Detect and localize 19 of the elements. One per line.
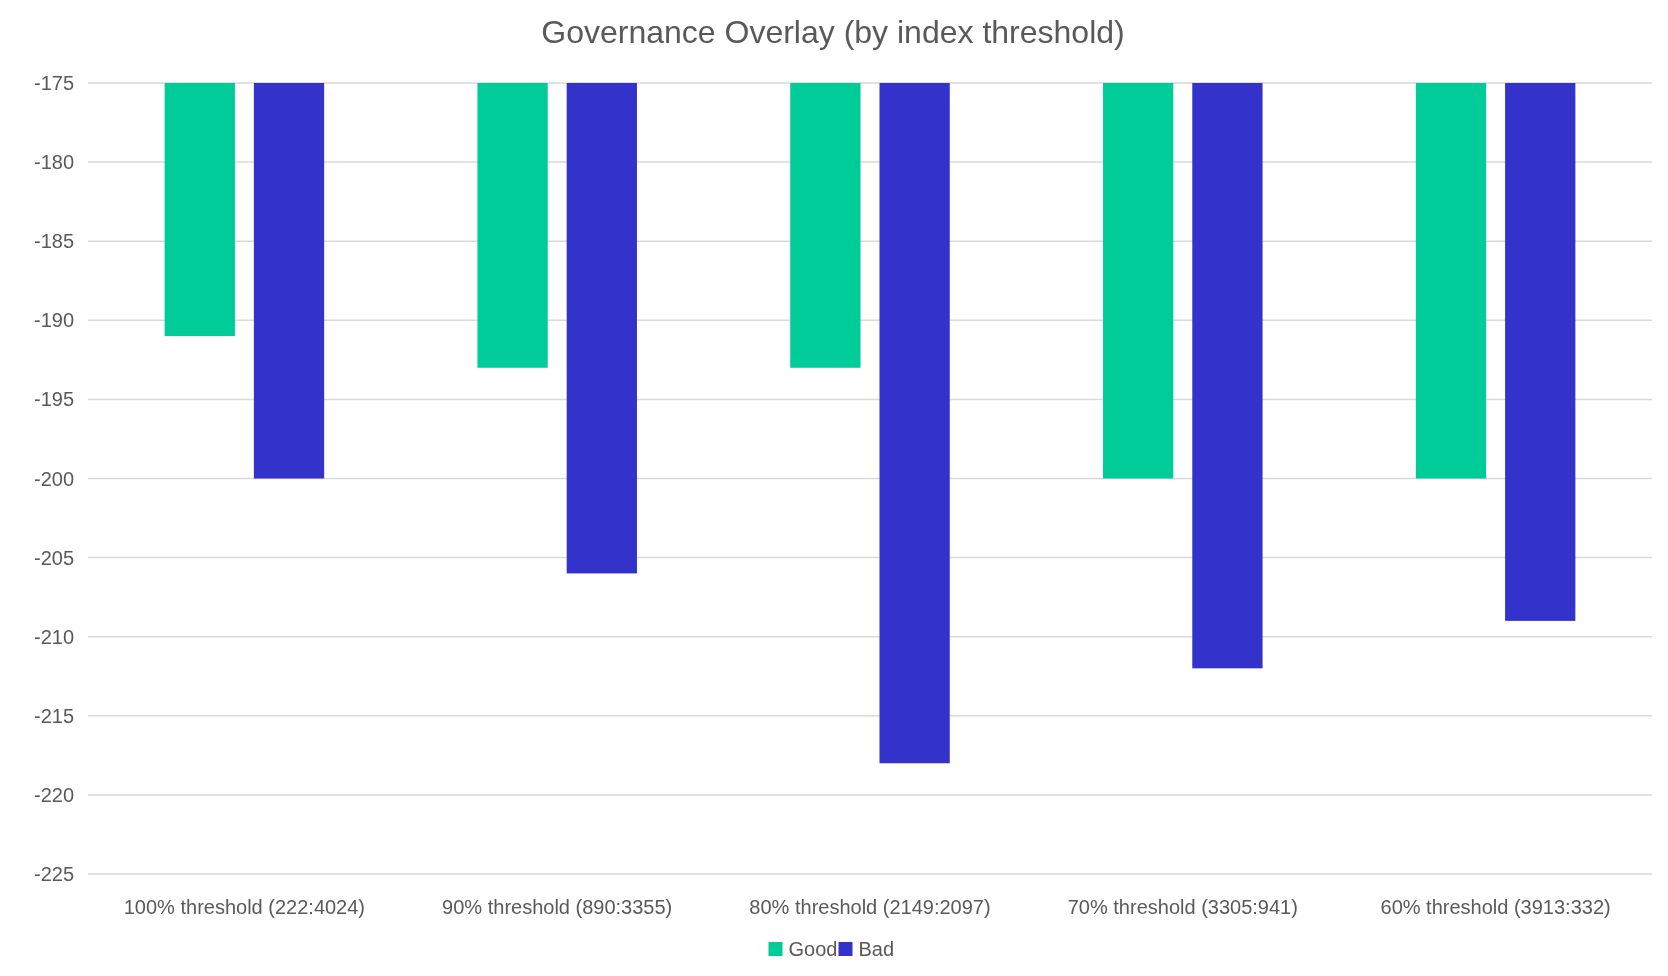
y-tick-label: -195 (33, 388, 74, 411)
y-tick-label: -180 (33, 151, 74, 174)
chart-title: Governance Overlay (by index threshold) (541, 14, 1125, 50)
y-tick-label: -215 (33, 704, 74, 727)
x-tick-label: 80% threshold (2149:2097) (749, 896, 991, 918)
y-tick-label: -205 (33, 546, 74, 569)
y-tick-label: -190 (33, 309, 74, 332)
legend-label: Good (788, 938, 838, 960)
x-tick-label: 90% threshold (890:3355) (442, 896, 673, 918)
y-tick-label: -175 (33, 72, 74, 94)
x-tick-label: 70% threshold (3305:941) (1067, 896, 1298, 918)
y-tick-label: -210 (33, 625, 74, 648)
y-tick-label: -220 (33, 783, 74, 806)
x-tick-label: 100% threshold (222:4024) (123, 896, 366, 918)
y-tick-label: -200 (33, 467, 74, 490)
y-tick-label: -185 (33, 230, 74, 253)
legend-label: Bad (858, 938, 895, 960)
x-tick-label: 60% threshold (3913:332) (1380, 896, 1611, 918)
y-tick-label: -225 (33, 863, 74, 885)
